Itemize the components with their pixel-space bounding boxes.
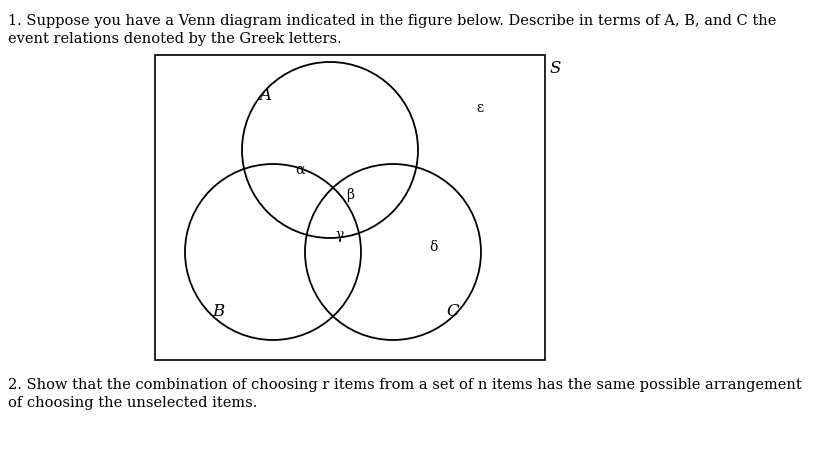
Text: 1. Suppose you have a Venn diagram indicated in the figure below. Describe in te: 1. Suppose you have a Venn diagram indic… xyxy=(8,14,776,28)
Text: S: S xyxy=(550,60,561,77)
Text: B: B xyxy=(212,303,224,320)
Text: 2. Show that the combination of choosing r items from a set of n items has the s: 2. Show that the combination of choosing… xyxy=(8,378,802,392)
Text: α: α xyxy=(295,163,305,177)
Text: C: C xyxy=(446,303,459,320)
Text: event relations denoted by the Greek letters.: event relations denoted by the Greek let… xyxy=(8,32,341,46)
Text: γ: γ xyxy=(336,228,344,242)
Text: A: A xyxy=(259,86,271,103)
Text: of choosing the unselected items.: of choosing the unselected items. xyxy=(8,396,258,410)
Text: β: β xyxy=(346,188,354,202)
Text: ε: ε xyxy=(476,101,484,115)
Bar xyxy=(155,55,545,360)
Text: δ: δ xyxy=(428,240,437,254)
